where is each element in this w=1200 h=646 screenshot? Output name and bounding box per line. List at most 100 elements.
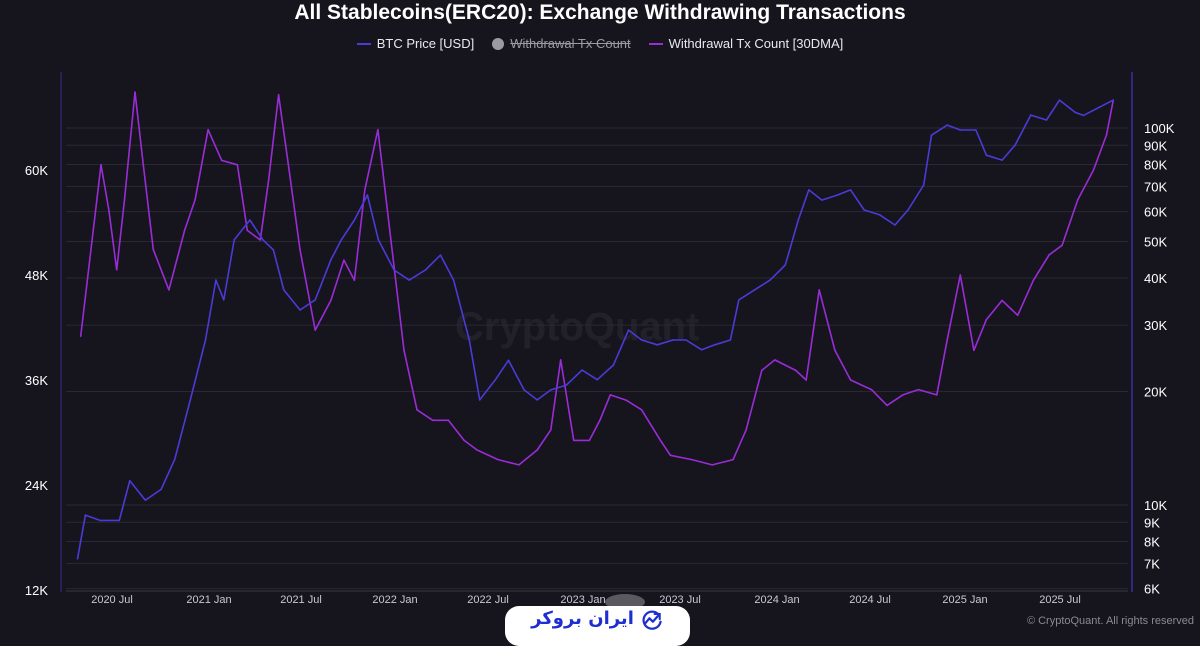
legend-item-btc-price[interactable]: BTC Price [USD] <box>356 36 474 51</box>
data-point <box>609 394 612 396</box>
data-point <box>439 254 442 256</box>
data-point <box>886 404 888 407</box>
data-point <box>330 299 332 302</box>
chart-title: All Stablecoins(ERC20): Exchange Withdra… <box>294 1 906 24</box>
data-point <box>366 194 369 196</box>
x-tick-label: 2024 Jul <box>849 594 891 606</box>
data-point <box>732 458 734 461</box>
data-point <box>1061 244 1063 247</box>
y-left-tick-label: 12K <box>25 583 48 598</box>
data-point <box>612 364 615 366</box>
x-tick-label: 2022 Jan <box>372 594 417 606</box>
data-point <box>134 91 136 93</box>
x-tick-label: 2023 Jan <box>560 594 605 606</box>
data-point <box>108 209 110 212</box>
data-point <box>656 344 659 346</box>
legend-item-withdrawal-count[interactable]: Withdrawal Tx Count <box>492 36 631 51</box>
data-point <box>834 349 836 352</box>
data-point <box>1112 99 1115 101</box>
data-point <box>669 454 672 457</box>
data-point <box>1032 279 1035 282</box>
data-point <box>1048 254 1050 256</box>
data-point <box>627 329 630 331</box>
data-point <box>870 388 873 391</box>
data-point <box>267 178 270 181</box>
data-point <box>797 219 800 221</box>
data-point <box>946 338 949 341</box>
data-point <box>1029 114 1032 116</box>
x-tick-label: 2025 Jul <box>1039 594 1081 606</box>
data-point <box>403 349 405 352</box>
data-point <box>565 384 568 386</box>
data-point <box>100 163 102 166</box>
x-tick-label: 2021 Jul <box>280 594 322 606</box>
y-right-tick-label: 50K <box>1144 234 1167 249</box>
data-point <box>128 479 131 482</box>
data-point <box>879 214 881 216</box>
data-point <box>559 359 562 361</box>
data-point <box>183 229 186 232</box>
x-tick-label: 2024 Jan <box>754 594 799 606</box>
data-point <box>836 194 839 196</box>
data-point <box>494 378 497 381</box>
data-point <box>1105 134 1108 136</box>
legend: BTC Price [USD] Withdrawal Tx Count With… <box>0 36 1200 51</box>
data-point <box>1074 111 1076 114</box>
data-point <box>729 339 732 341</box>
y-right-tick-label: 30K <box>1144 318 1167 333</box>
data-point <box>917 388 920 391</box>
legend-swatch-btc <box>356 42 371 45</box>
data-point <box>152 248 155 251</box>
data-point <box>123 198 126 201</box>
data-point <box>220 159 223 162</box>
watermark: CryptoQuant <box>455 305 700 349</box>
data-point <box>142 163 145 166</box>
data-point <box>784 264 787 266</box>
data-point <box>690 458 693 461</box>
data-point <box>1092 169 1095 171</box>
data-point <box>711 464 713 466</box>
data-point <box>1058 99 1061 101</box>
y-right-tick-label: 70K <box>1144 179 1167 194</box>
data-point <box>738 299 740 301</box>
data-point <box>343 259 345 261</box>
data-point <box>922 184 925 186</box>
data-point <box>204 339 207 341</box>
data-point <box>902 394 904 396</box>
data-point <box>774 359 776 361</box>
data-point <box>364 189 366 191</box>
y-right-tick-label: 60K <box>1144 205 1167 220</box>
y-right-tick-label: 90K <box>1144 138 1167 153</box>
data-point <box>144 499 147 501</box>
data-point <box>99 519 101 522</box>
data-point <box>173 458 176 461</box>
data-point <box>424 269 427 271</box>
data-point <box>588 439 591 442</box>
y-left-tick-label: 48K <box>25 268 48 283</box>
y-right-tick-label: 20K <box>1144 385 1167 400</box>
data-point <box>76 557 79 560</box>
data-point <box>288 169 290 171</box>
data-point <box>1045 119 1048 121</box>
x-tick-label: 2023 Jul <box>659 594 701 606</box>
data-point <box>84 514 87 516</box>
data-point <box>713 344 716 346</box>
y-right-tick-label: 9K <box>1144 515 1160 530</box>
legend-label: Withdrawal Tx Count [30DMA] <box>668 36 844 51</box>
data-point <box>849 189 852 191</box>
data-point <box>262 239 264 241</box>
data-point <box>863 209 865 211</box>
data-point <box>946 124 949 126</box>
data-point <box>930 134 933 136</box>
data-point <box>849 379 852 381</box>
y-right-tick-label: 8K <box>1144 535 1160 550</box>
data-point <box>416 408 418 411</box>
data-point <box>975 129 977 131</box>
data-point <box>894 224 896 226</box>
data-point <box>985 154 988 156</box>
data-point <box>596 378 599 381</box>
data-point <box>959 129 962 131</box>
legend-item-withdrawal-30dma[interactable]: Withdrawal Tx Count [30DMA] <box>648 36 844 51</box>
data-point <box>353 219 356 221</box>
data-point <box>215 279 217 281</box>
